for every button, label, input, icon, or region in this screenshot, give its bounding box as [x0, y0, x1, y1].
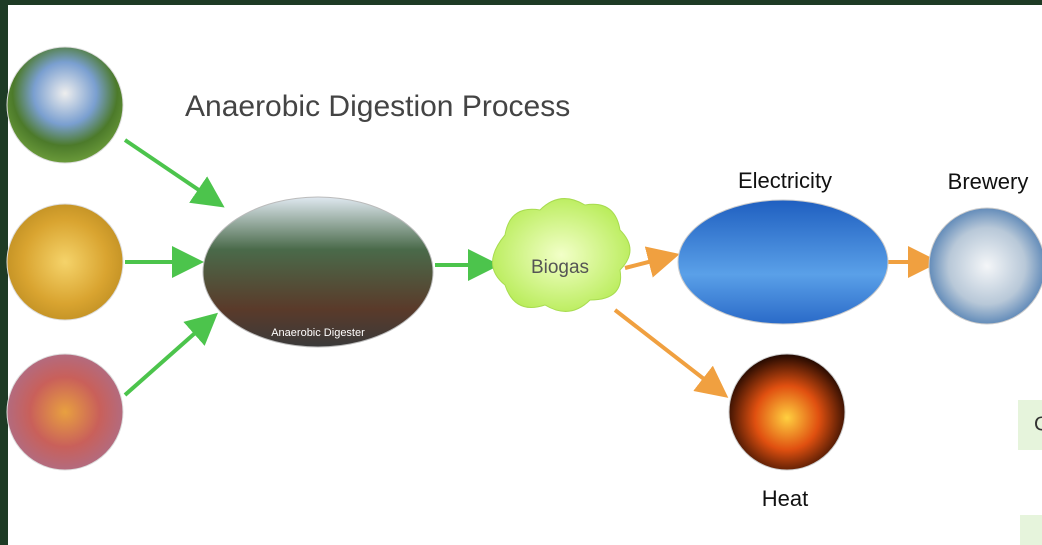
digester-image: [203, 197, 433, 347]
biogas-label: Biogas: [531, 257, 589, 278]
page: Anaerobic Digestion Process Anaerobic Di…: [0, 0, 1042, 545]
side-box-label: C: [1034, 413, 1042, 435]
diagram: Anaerobic Digestion Process Anaerobic Di…: [0, 0, 1042, 545]
biogas-cloud: [493, 199, 631, 312]
digester-label: Anaerobic Digester: [271, 327, 365, 339]
top-border: [0, 0, 1042, 5]
heat-label: Heat: [762, 486, 808, 511]
arrow: [625, 256, 672, 268]
brewery-label: Brewery: [948, 169, 1029, 194]
food-waste-image: [7, 354, 123, 470]
arrow: [125, 318, 212, 395]
side-box: [1020, 515, 1042, 545]
cow-image: [7, 47, 123, 163]
heat-image: [729, 354, 845, 470]
electricity-image: [678, 200, 888, 324]
brewery-image: [929, 208, 1042, 324]
title: Anaerobic Digestion Process: [185, 90, 570, 123]
wheat-image: [7, 204, 123, 320]
electricity-label: Electricity: [738, 168, 832, 193]
left-border: [0, 0, 8, 545]
arrow: [125, 140, 218, 203]
arrow: [615, 310, 722, 393]
